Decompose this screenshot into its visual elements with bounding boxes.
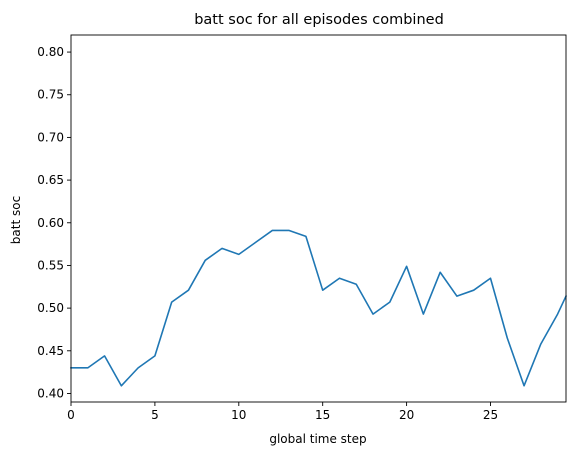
x-tick-label: 10 xyxy=(231,408,246,422)
y-tick-label: 0.45 xyxy=(37,344,64,358)
y-tick-label: 0.70 xyxy=(37,130,64,144)
y-tick-label: 0.75 xyxy=(37,88,64,102)
y-tick-label: 0.80 xyxy=(37,45,64,59)
y-axis-label: batt soc xyxy=(9,196,23,244)
y-tick-label: 0.65 xyxy=(37,173,64,187)
x-tick-label: 0 xyxy=(67,408,75,422)
x-tick-label: 15 xyxy=(315,408,330,422)
series-line-0 xyxy=(70,229,568,387)
y-tick-label: 0.60 xyxy=(37,216,64,230)
x-tick-label: 5 xyxy=(151,408,159,422)
x-axis-label: global time step xyxy=(269,432,366,446)
axes-frame xyxy=(70,34,567,403)
x-tick-label: 25 xyxy=(483,408,498,422)
y-tick-label: 0.50 xyxy=(37,301,64,315)
y-tick-label: 0.40 xyxy=(37,386,64,400)
plot-area: 0 5 10 15 20 25 0.40 0.45 0.50 0.55 0.60 0.65 0.70 0.… xyxy=(37,34,568,422)
x-tick-label: 20 xyxy=(399,408,414,422)
y-tick-label: 0.55 xyxy=(37,258,64,272)
chart-title: batt soc for all episodes combined xyxy=(194,12,444,28)
